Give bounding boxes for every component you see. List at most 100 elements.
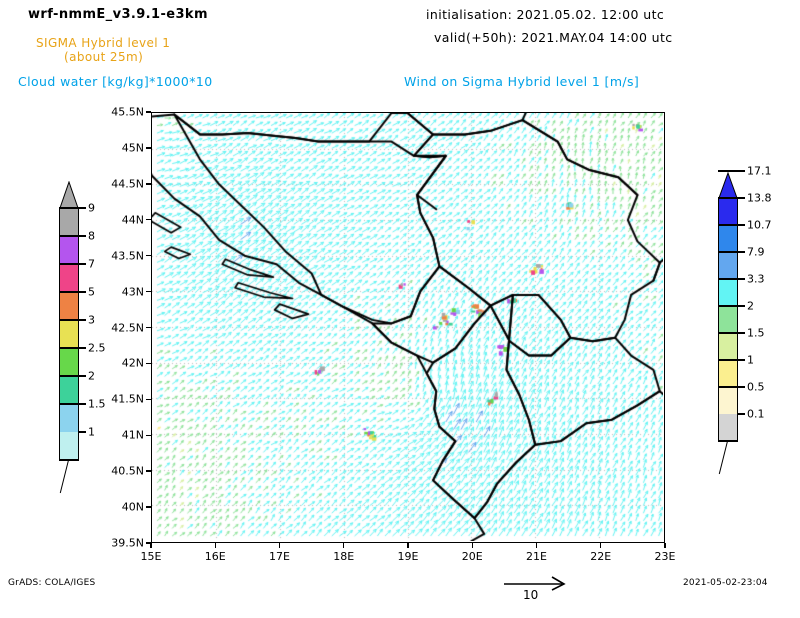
y-tick-mark <box>146 362 151 365</box>
colorbar-tick-mark <box>79 347 86 349</box>
y-tick-label: 45.5N <box>111 105 144 119</box>
colorbar-tick-label: 8 <box>88 229 95 243</box>
colorbar-tick-mark <box>79 263 86 265</box>
colorbar-tick-mark <box>738 224 745 226</box>
y-tick-label: 44N <box>121 213 144 227</box>
render-timestamp: 2021-05-02-23:04 <box>683 578 768 588</box>
colorbar-separator <box>59 207 79 209</box>
colorbar-swatch <box>59 432 79 460</box>
valid-time: valid(+50h): 2021.MAY.04 14:00 utc <box>434 30 673 45</box>
colorbar-tick-mark <box>738 359 745 361</box>
colorbar-tick-label: 7.9 <box>747 245 765 259</box>
colorbar-swatch <box>718 387 738 414</box>
colorbar-tick-mark <box>738 170 745 172</box>
colorbar-tick-mark <box>79 431 86 433</box>
colorbar-swatch <box>59 320 79 348</box>
colorbar-tick-label: 2 <box>88 369 95 383</box>
colorbar-separator <box>718 278 738 280</box>
colorbar-tick-label: 2.5 <box>88 341 106 355</box>
y-tick-mark <box>146 147 151 149</box>
x-tick-label: 22E <box>590 550 612 563</box>
colorbar-tick-label: 5 <box>88 285 95 299</box>
colorbar-separator <box>718 332 738 334</box>
colorbar-separator <box>59 347 79 349</box>
y-tick-label: 42.5N <box>111 321 144 334</box>
colorbar-swatch <box>718 333 738 360</box>
colorbar-tick-label: 7 <box>88 257 95 271</box>
y-tick-mark <box>146 254 151 257</box>
colorbar-swatch <box>718 279 738 306</box>
x-tick-mark <box>600 543 602 548</box>
colorbar-tick-label: 3 <box>88 313 95 327</box>
grads-credit: GrADS: COLA/IGES <box>8 578 96 588</box>
x-tick-mark <box>278 543 281 548</box>
model-name: wrf-nmmE_v3.9.1-e3km <box>28 7 208 22</box>
y-tick-label: 39.5N <box>111 536 144 550</box>
x-tick-label: 16E <box>204 550 226 563</box>
colorbar-swatch <box>59 376 79 404</box>
x-tick-label: 15E <box>140 550 162 563</box>
x-tick-mark <box>407 543 409 548</box>
level-description-line-1: SIGMA Hybrid level 1 <box>36 36 171 50</box>
x-tick-mark <box>535 543 538 548</box>
colorbar-tick-mark <box>79 375 86 377</box>
colorbar-tick-label: 9 <box>88 201 95 215</box>
x-tick-label: 23E <box>654 550 676 563</box>
colorbar-tail <box>718 440 729 475</box>
y-tick-label: 41.5N <box>111 392 144 406</box>
colorbar-separator <box>718 305 738 307</box>
colorbar-swatch <box>718 252 738 279</box>
colorbar-swatch <box>59 348 79 376</box>
map-plot-area[interactable] <box>151 112 665 543</box>
colorbar-tick-mark <box>738 197 745 199</box>
y-tick-mark <box>146 219 151 221</box>
colorbar-tick-label: 1.5 <box>88 397 106 411</box>
wind-scale-arrow-icon <box>504 576 566 591</box>
x-tick-mark <box>343 543 345 548</box>
colorbar-tick-mark <box>738 251 745 253</box>
colorbar-separator <box>59 403 79 405</box>
colorbar-tick-mark <box>79 235 86 237</box>
colorbar-tick-mark <box>79 319 86 321</box>
colorbar-separator <box>59 291 79 293</box>
right-variable-label: Wind on Sigma Hybrid level 1 [m/s] <box>404 74 640 89</box>
colorbar-tick-mark <box>738 278 745 280</box>
initialisation-time: initialisation: 2021.05.02. 12:00 utc <box>426 7 665 22</box>
colorbar-separator <box>718 359 738 361</box>
level-description-line-2: (about 25m) <box>64 50 144 64</box>
colorbar-swatch <box>718 198 738 225</box>
colorbar-separator <box>59 235 79 237</box>
colorbar-tick-label: 17.1 <box>747 164 772 178</box>
colorbar-swatch <box>59 264 79 292</box>
y-tick-label: 43.5N <box>111 249 144 263</box>
x-tick-label: 21E <box>526 550 547 563</box>
colorbar-tick-label: 1 <box>747 353 754 367</box>
colorbar-tick-mark <box>79 291 86 293</box>
x-tick-label: 19E <box>397 550 419 563</box>
colorbar-tick-label: 10.7 <box>747 218 772 232</box>
x-tick-mark <box>214 543 216 548</box>
y-tick-mark <box>146 398 151 401</box>
colorbar-tick-mark <box>738 413 745 415</box>
y-tick-mark <box>146 326 151 329</box>
colorbar-swatch <box>59 236 79 264</box>
colorbar-separator <box>59 263 79 265</box>
colorbar-tail <box>59 459 70 494</box>
x-tick-label: 20E <box>461 550 483 563</box>
y-tick-mark <box>146 470 151 472</box>
colorbar-separator <box>718 197 738 199</box>
y-tick-label: 44.5N <box>111 177 144 191</box>
wind-vector-field-canvas <box>152 113 663 541</box>
colorbar-tick-label: 13.8 <box>747 191 772 205</box>
colorbar-swatch <box>718 414 738 441</box>
colorbar-separator <box>59 375 79 377</box>
colorbar-top-arrow-icon <box>59 181 79 208</box>
colorbar-swatch <box>59 208 79 236</box>
x-tick-label: 17E <box>269 550 290 563</box>
colorbar-tick-mark <box>738 305 745 307</box>
x-tick-label: 18E <box>333 550 355 563</box>
x-tick-mark <box>471 543 473 548</box>
y-tick-mark <box>146 434 151 436</box>
x-tick-mark <box>150 543 152 548</box>
colorbar-separator <box>718 251 738 253</box>
